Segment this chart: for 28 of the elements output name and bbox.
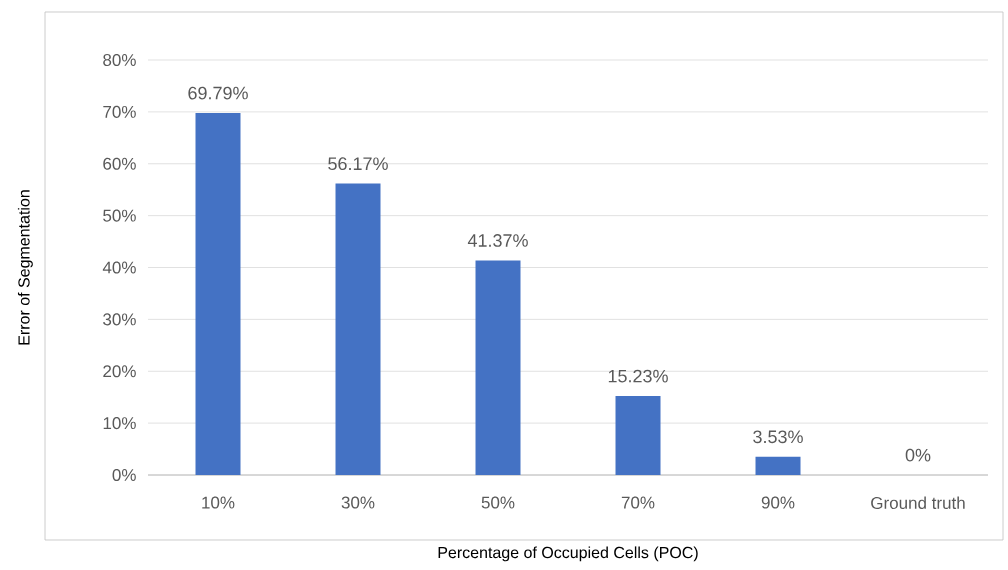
- y-axis-title: Error of Segmentation: [17, 190, 33, 345]
- data-label: 69.79%: [188, 86, 248, 100]
- y-tick-label: 80%: [103, 53, 136, 67]
- data-label: 41.37%: [467, 234, 528, 247]
- bar: [475, 260, 521, 475]
- y-tick-label: 60%: [103, 157, 136, 170]
- x-tick-label: 70%: [621, 496, 655, 509]
- x-tick-label: 30%: [341, 496, 375, 509]
- y-tick-label: 10%: [103, 417, 136, 430]
- bar: [195, 112, 241, 475]
- data-label: 3.53%: [753, 430, 803, 444]
- bar: [335, 183, 381, 475]
- y-tick-label: 70%: [103, 105, 136, 118]
- y-tick-label: 30%: [103, 313, 136, 326]
- x-tick-label: 10%: [202, 496, 235, 509]
- data-label: 56.17%: [328, 157, 388, 171]
- y-tick-label: 40%: [102, 261, 136, 274]
- x-tick-label: Ground truth: [871, 496, 965, 510]
- y-tick-label: 50%: [103, 209, 136, 222]
- x-tick-label: 50%: [481, 496, 515, 509]
- bar: [755, 456, 801, 475]
- bar: [615, 396, 661, 475]
- x-axis-title: Percentage of Occupied Cells (POC): [438, 546, 698, 562]
- data-label: 15.23%: [608, 369, 668, 383]
- data-label: 0%: [905, 448, 931, 462]
- y-tick-label: 20%: [103, 365, 136, 378]
- y-tick-label: 0%: [112, 468, 136, 482]
- x-tick-label: 90%: [761, 496, 795, 509]
